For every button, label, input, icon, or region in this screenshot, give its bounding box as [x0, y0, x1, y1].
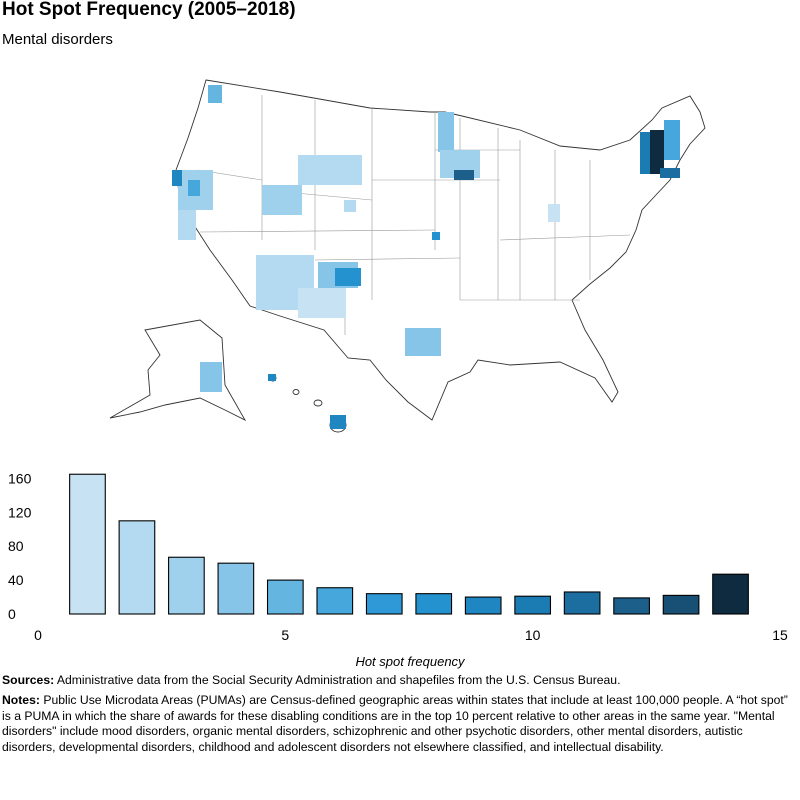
sources-label: Sources: — [2, 673, 55, 687]
y-tick-label: 40 — [8, 572, 24, 588]
histogram-chart: 0 40 80 120 160 0 5 10 15 — [8, 470, 788, 643]
y-tick-label: 80 — [8, 538, 24, 554]
hot-spot-map — [109, 79, 706, 433]
bar-7 — [365, 593, 403, 615]
bar-8 — [415, 593, 453, 615]
x-tick-label: 5 — [281, 627, 289, 643]
sources-line: Sources: Administrative data from the So… — [2, 673, 798, 688]
y-tick-label: 120 — [8, 504, 32, 520]
state-borders — [197, 95, 631, 335]
y-tick-label: 160 — [8, 470, 32, 486]
bar-2 — [118, 520, 156, 615]
notes-section: Sources: Administrative data from the So… — [2, 673, 798, 760]
hot-spot-regions — [172, 85, 680, 429]
bar-4 — [217, 562, 255, 615]
notes-label: Notes: — [2, 693, 40, 708]
chart-title: Hot Spot Frequency (2005–2018) — [2, 0, 296, 20]
bar-10 — [514, 595, 552, 615]
bars — [69, 473, 749, 615]
x-axis: 0 5 10 15 — [34, 627, 788, 643]
y-tick-label: 0 — [8, 606, 16, 622]
sources-text: Administrative data from the Social Secu… — [56, 673, 621, 687]
notes-line: Notes: Public Use Microdata Areas (PUMAs… — [2, 693, 798, 755]
bar-14 — [712, 573, 749, 615]
bar-1 — [69, 473, 106, 615]
x-tick-label: 0 — [34, 627, 42, 643]
bar-13 — [662, 594, 700, 615]
bar-11 — [563, 591, 601, 615]
x-tick-label: 10 — [525, 627, 541, 643]
notes-text: Public Use Microdata Areas (PUMAs) are C… — [2, 693, 788, 754]
bar-3 — [168, 556, 205, 615]
us-outline — [109, 79, 706, 433]
x-axis-label: Hot spot frequency — [355, 654, 465, 669]
bar-5 — [266, 579, 304, 615]
bar-12 — [613, 597, 650, 615]
y-axis: 0 40 80 120 160 — [8, 470, 32, 622]
bar-9 — [464, 596, 502, 615]
chart-subtitle: Mental disorders — [2, 31, 113, 48]
bar-6 — [316, 587, 354, 615]
x-tick-label: 15 — [772, 627, 788, 643]
